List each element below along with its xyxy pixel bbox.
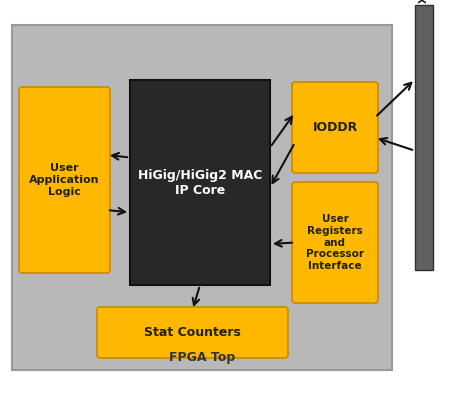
FancyBboxPatch shape [292,182,378,303]
Text: User
Application
Logic: User Application Logic [29,163,100,196]
Text: Stat Counters: Stat Counters [144,326,241,339]
Text: FPGA Top: FPGA Top [169,352,235,364]
Bar [130,80,270,285]
Bar [415,5,433,270]
Bar [12,25,392,370]
Text: HiGig/HiGig2 MAC
IP Core: HiGig/HiGig2 MAC IP Core [138,168,262,196]
Text: XGMII: XGMII [419,0,429,3]
FancyBboxPatch shape [19,87,110,273]
FancyBboxPatch shape [97,307,288,358]
FancyBboxPatch shape [292,82,378,173]
Text: IODDR: IODDR [313,121,358,134]
Text: User
Registers
and
Processor
Interface: User Registers and Processor Interface [306,214,364,271]
